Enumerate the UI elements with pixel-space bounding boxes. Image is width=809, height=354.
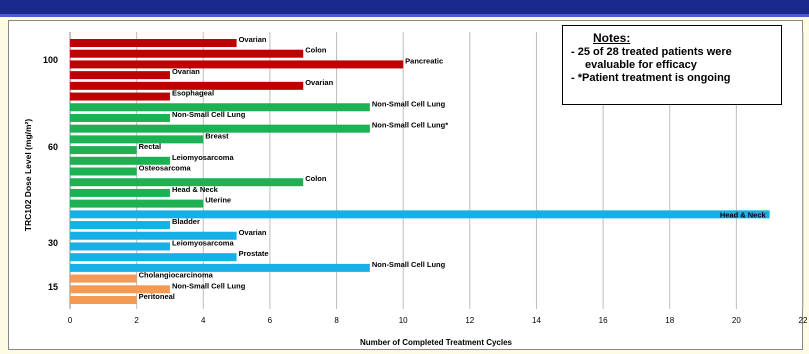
- bar-label: Head & Neck: [720, 210, 767, 219]
- bar: [70, 167, 137, 176]
- x-tick-label: 18: [665, 316, 674, 325]
- bar-label: Esophageal: [172, 89, 214, 98]
- x-tick-label: 20: [732, 316, 741, 325]
- bar: [70, 242, 170, 251]
- bar-label: Non-Small Cell Lung: [372, 99, 446, 108]
- bar-label: Ovarian: [305, 78, 333, 87]
- bar-label: Ovarian: [239, 35, 267, 44]
- dose-level-label: 15: [48, 282, 58, 292]
- bar-label: Pancreatic: [405, 56, 443, 65]
- bar-label: Leiomyosarcoma: [172, 153, 235, 162]
- x-tick-label: 12: [465, 316, 474, 325]
- bar: [70, 188, 170, 197]
- notes-box: Notes: - 25 of 28 treated patients were …: [562, 25, 782, 105]
- dose-level-label: 30: [48, 238, 58, 248]
- bar: [70, 296, 137, 304]
- x-tick-label: 2: [134, 316, 139, 325]
- bar-label: Colon: [305, 174, 327, 183]
- x-tick-label: 8: [334, 316, 339, 325]
- x-tick-label: 16: [599, 316, 608, 325]
- bar-label: Non-Small Cell Lung: [172, 281, 246, 290]
- bar-label: Uterine: [205, 196, 231, 205]
- bar: [70, 253, 237, 262]
- bar: [70, 81, 304, 90]
- bar-label: Non-Small Cell Lung: [372, 260, 446, 269]
- dose-level-label: 60: [48, 142, 58, 152]
- bar-label: Leiomyosarcoma: [172, 238, 235, 247]
- x-tick-label: 4: [201, 316, 206, 325]
- bar: [70, 49, 304, 58]
- notes-title: Notes:: [593, 31, 631, 45]
- note-ongoing: - *Patient treatment is ongoing: [571, 72, 731, 84]
- bar-label: Prostate: [239, 249, 269, 258]
- bar: [70, 39, 237, 47]
- bar: [70, 178, 304, 187]
- bar-label: Non-Small Cell Lung: [172, 110, 246, 119]
- bar: [70, 146, 137, 155]
- bar: [70, 71, 170, 80]
- x-tick-label: 6: [268, 316, 273, 325]
- bar-label: Ovarian: [172, 67, 200, 76]
- y-axis-title: TRC102 Dose Level (mg/m²): [23, 119, 33, 232]
- bar-label: Rectal: [139, 142, 162, 151]
- x-tick-label: 14: [532, 316, 541, 325]
- note-evaluable: - 25 of 28 treated patients were: [571, 46, 732, 58]
- bar: [70, 231, 237, 240]
- bar-label: Non-Small Cell Lung*: [372, 121, 448, 130]
- bar: [70, 263, 370, 272]
- bar-label: Colon: [305, 46, 327, 55]
- slide-header-edge: [0, 14, 809, 17]
- x-axis-title: Number of Completed Treatment Cycles: [360, 338, 513, 347]
- bar-label: Peritoneal: [139, 292, 175, 301]
- bar: [70, 274, 137, 283]
- bar: [70, 60, 404, 69]
- bar: [70, 156, 170, 165]
- bar-label: Head & Neck: [172, 185, 219, 194]
- bar: [70, 221, 170, 230]
- x-tick-label: 22: [799, 316, 808, 325]
- bar: [70, 92, 170, 101]
- bar-label: Ovarian: [239, 228, 267, 237]
- bar: [70, 210, 770, 219]
- bar-label: Breast: [205, 131, 229, 140]
- bar: [70, 124, 370, 133]
- x-tick-label: 10: [399, 316, 408, 325]
- bar: [70, 113, 170, 122]
- bar: [70, 199, 204, 208]
- bar: [70, 135, 204, 144]
- x-tick-label: 0: [68, 316, 73, 325]
- bar-label: Cholangiocarcinoma: [139, 271, 214, 280]
- dose-level-label: 100: [43, 55, 58, 65]
- slide-header-bar: [0, 0, 809, 14]
- bar-label: Bladder: [172, 217, 200, 226]
- note-evaluable-cont: evaluable for efficacy: [585, 59, 697, 71]
- bar: [70, 285, 170, 294]
- bar: [70, 103, 370, 112]
- bar-label: Osteosarcoma: [139, 164, 192, 173]
